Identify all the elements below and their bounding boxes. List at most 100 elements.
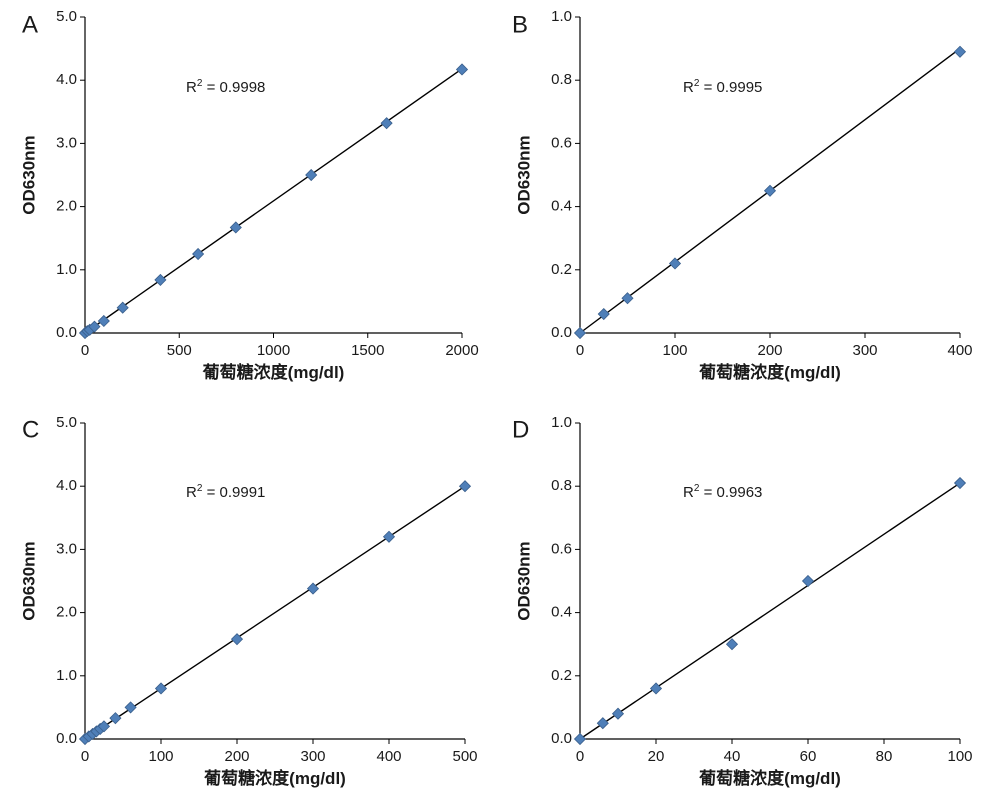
- y-axis-label: OD630nm: [514, 135, 533, 214]
- y-tick-label: 0.0: [56, 730, 77, 747]
- r-squared-sup: 2: [197, 483, 203, 494]
- data-point: [154, 682, 168, 695]
- data-point: [154, 273, 167, 286]
- data-point: [573, 326, 587, 340]
- x-tick-label: 200: [224, 748, 249, 765]
- panel-label: C: [22, 416, 39, 443]
- data-point: [97, 720, 111, 733]
- x-axis-label: 葡萄糖浓度(mg/dl): [203, 768, 346, 788]
- data-point: [380, 117, 393, 130]
- x-tick-label: 80: [876, 748, 893, 765]
- r-squared-sup: 2: [197, 78, 203, 89]
- y-tick-label: 1.0: [551, 414, 572, 431]
- data-point: [801, 574, 815, 588]
- x-tick-label: 1500: [351, 342, 384, 359]
- y-tick-label: 0.2: [551, 261, 572, 278]
- y-tick-label: 2.0: [56, 198, 77, 215]
- y-tick-label: 4.0: [56, 71, 77, 88]
- r-squared-value: = 0.9995: [699, 79, 762, 96]
- r-squared-value: = 0.9998: [202, 79, 265, 96]
- y-axis-label: OD630nm: [19, 135, 38, 214]
- x-tick-label: 100: [947, 748, 972, 765]
- y-tick-label: 1.0: [56, 261, 77, 278]
- y-tick-label: 2.0: [56, 604, 77, 621]
- data-point: [230, 633, 244, 646]
- y-tick-label: 0.6: [551, 134, 572, 151]
- x-tick-label: 500: [167, 342, 192, 359]
- r-squared-prefix: R: [683, 484, 694, 501]
- data-point: [725, 638, 739, 651]
- x-tick-label: 400: [947, 342, 972, 359]
- r-squared-value: = 0.9963: [699, 484, 762, 501]
- x-tick-label: 0: [81, 342, 89, 359]
- y-tick-label: 0.4: [551, 604, 572, 621]
- trend-line: [84, 68, 463, 334]
- x-tick-label: 0: [81, 748, 89, 765]
- data-point: [763, 184, 777, 197]
- y-tick-label: 3.0: [56, 540, 77, 557]
- data-point: [611, 707, 625, 720]
- y-tick-label: 5.0: [56, 414, 77, 431]
- y-tick-label: 0.4: [551, 198, 572, 215]
- y-tick-label: 0.0: [56, 324, 77, 341]
- data-point: [668, 257, 682, 270]
- y-axis-label: OD630nm: [19, 541, 38, 620]
- r-squared-prefix: R: [186, 484, 197, 501]
- x-tick-label: 300: [300, 748, 325, 765]
- r-squared-annotation: R2 = 0.9991: [186, 483, 265, 501]
- data-point: [953, 45, 967, 58]
- data-point: [192, 247, 205, 261]
- r-squared-value: = 0.9991: [202, 484, 265, 501]
- data-point: [458, 480, 472, 493]
- x-tick-label: 40: [724, 748, 741, 765]
- data-point: [382, 530, 396, 543]
- y-tick-label: 0.8: [551, 477, 572, 494]
- r-squared-prefix: R: [683, 79, 694, 96]
- r-squared-annotation: R2 = 0.9995: [683, 78, 762, 96]
- chart-panel-a: A 0.0 1.0 2.0 3.0 4.0 5.0 0 500 1000 1500 2000 葡萄糖浓度…: [19, 8, 478, 382]
- y-tick-label: 0.8: [551, 71, 572, 88]
- x-tick-label: 0: [576, 748, 584, 765]
- x-tick-label: 400: [376, 748, 401, 765]
- y-tick-label: 5.0: [56, 8, 77, 25]
- x-tick-label: 2000: [445, 342, 478, 359]
- x-axis-label: 葡萄糖浓度(mg/dl): [202, 362, 345, 382]
- x-tick-label: 20: [648, 748, 665, 765]
- data-point: [306, 582, 320, 595]
- x-tick-label: 60: [800, 748, 817, 765]
- panel-label: B: [512, 11, 528, 38]
- y-tick-label: 0.2: [551, 667, 572, 684]
- data-point: [573, 732, 587, 746]
- y-tick-label: 0.0: [551, 730, 572, 747]
- data-point: [953, 476, 967, 490]
- trend-line: [579, 482, 961, 740]
- y-tick-label: 0.6: [551, 540, 572, 557]
- x-tick-label: 300: [852, 342, 877, 359]
- chart-panel-d: D 0.0 0.2 0.4 0.6 0.8 1.0 0 20 40 60 80 100 葡萄糖浓度(mg/…: [512, 414, 973, 788]
- data-point: [305, 168, 318, 182]
- trend-line: [84, 485, 466, 740]
- x-tick-label: 500: [452, 748, 477, 765]
- r-squared-sup: 2: [694, 483, 700, 494]
- data-point: [596, 717, 609, 730]
- y-tick-label: 4.0: [56, 477, 77, 494]
- data-point: [621, 292, 634, 305]
- r-squared-prefix: R: [186, 79, 197, 96]
- data-point: [649, 682, 663, 695]
- data-point: [597, 307, 610, 321]
- data-point: [124, 701, 137, 714]
- x-tick-label: 100: [662, 342, 687, 359]
- data-point: [116, 301, 129, 314]
- y-tick-label: 1.0: [56, 667, 77, 684]
- x-axis-label: 葡萄糖浓度(mg/dl): [698, 362, 841, 382]
- x-tick-label: 0: [576, 342, 584, 359]
- x-tick-label: 200: [757, 342, 782, 359]
- data-point: [229, 221, 242, 234]
- chart-panel-b: B 0.0 0.2 0.4 0.6 0.8 1.0 0 100 200 300 400 葡萄糖浓度(mg…: [512, 8, 973, 382]
- y-tick-label: 3.0: [56, 134, 77, 151]
- data-point: [88, 320, 101, 333]
- data-point: [97, 314, 110, 328]
- panel-label: D: [512, 416, 529, 443]
- data-point: [109, 712, 122, 725]
